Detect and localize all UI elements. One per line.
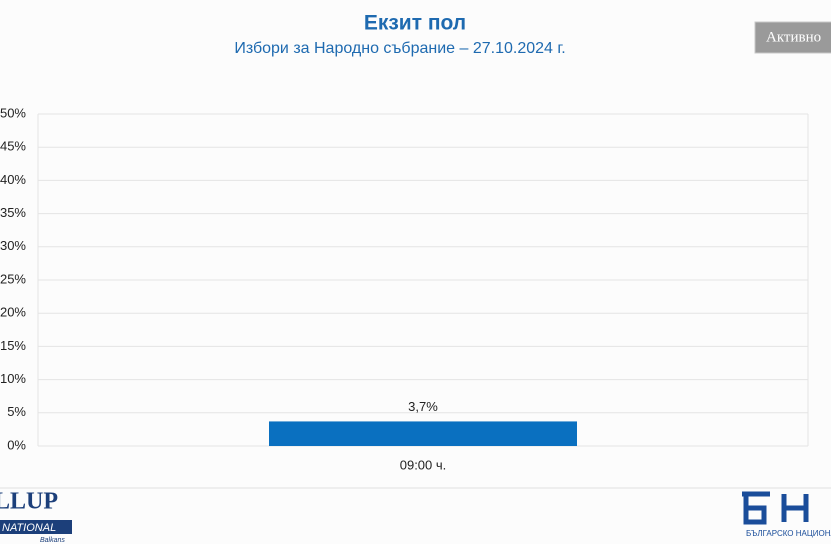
y-tick-label: 40% [0, 172, 26, 187]
logo-right-mark [742, 491, 809, 525]
chart-subtitle: Избори за Народно събрание – 27.10.2024 … [234, 40, 565, 57]
y-tick-label: 20% [0, 305, 26, 320]
y-tick-label: 0% [7, 437, 26, 452]
chart-title: Екзит пол [364, 12, 466, 35]
bar [269, 421, 577, 446]
logo-left-small: Balkans [40, 537, 65, 544]
logo-right-text: БЪЛГАРСКО НАЦИОНА [746, 529, 831, 538]
logo-left-main: LLUP [0, 489, 58, 515]
data-label: 3,7% [408, 399, 438, 414]
y-tick-label: 25% [0, 271, 26, 286]
y-tick-label: 35% [0, 205, 26, 220]
logo-left-sub: NATIONAL [2, 522, 56, 534]
x-tick-label: 09:00 ч. [400, 457, 447, 472]
y-tick-label: 10% [0, 371, 26, 386]
y-tick-label: 30% [0, 238, 26, 253]
logo-left-band [0, 520, 72, 534]
y-tick-label: 45% [0, 139, 26, 154]
y-tick-label: 5% [7, 404, 26, 419]
button-label[interactable]: Активно [766, 29, 821, 45]
y-tick-label: 15% [0, 338, 26, 353]
button-bg[interactable] [754, 21, 831, 54]
y-tick-label: 50% [0, 105, 26, 120]
